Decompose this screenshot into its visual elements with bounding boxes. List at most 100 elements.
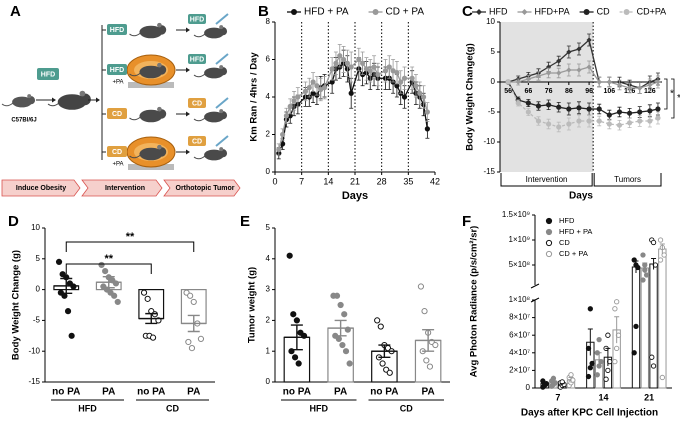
y-tick-label: -15 — [483, 167, 495, 176]
marker — [616, 122, 623, 128]
syringe — [215, 135, 229, 147]
significance-label: ** — [126, 231, 135, 243]
marker — [476, 9, 482, 15]
diet-label: HFD — [190, 56, 204, 63]
panel-label: C — [462, 3, 473, 20]
x-tick-label: 0 — [272, 176, 277, 186]
stage-label: Intervention — [105, 185, 145, 192]
panel-label: D — [8, 213, 19, 230]
marker — [382, 68, 389, 74]
mouse-head — [26, 96, 36, 105]
mouse-ear — [79, 90, 86, 97]
data-point — [291, 354, 299, 361]
data-point — [197, 335, 205, 342]
marker — [655, 106, 661, 112]
data-point — [286, 252, 293, 259]
x-axis-label: Days — [342, 190, 368, 202]
marker — [329, 79, 335, 85]
marker — [596, 79, 602, 85]
data-point — [649, 354, 655, 360]
data-point — [140, 289, 148, 296]
marker — [291, 9, 297, 15]
y-tick-label: 5 — [491, 47, 496, 56]
marker — [409, 75, 415, 81]
data-point — [293, 317, 300, 324]
y-tick-label: 1.5×10⁹ — [502, 210, 530, 219]
mouse-body — [204, 111, 224, 123]
mouse-body — [139, 147, 163, 161]
marker — [401, 94, 408, 100]
mouse-body — [204, 149, 224, 161]
marker — [566, 67, 572, 73]
x-tick-label: no PA — [52, 387, 80, 398]
data-point — [589, 360, 595, 367]
mouse-head — [156, 109, 167, 119]
x-tick-label: 7 — [555, 392, 560, 402]
y-tick-label: 1×10⁹ — [509, 235, 530, 244]
y-axis-label: Body Weight Change (g) — [11, 250, 22, 360]
marker — [535, 73, 542, 79]
syringe — [215, 53, 229, 65]
data-point — [550, 375, 557, 381]
significance-bracket — [65, 263, 152, 274]
arrow-head — [186, 67, 190, 73]
y-tick-label: 4 — [266, 92, 271, 101]
mouse-head — [156, 147, 167, 157]
marker — [348, 90, 354, 96]
marker — [525, 76, 531, 82]
data-point — [185, 338, 192, 346]
group-label: CD — [400, 403, 413, 413]
diet-box — [107, 24, 127, 35]
group-label: HFD — [310, 403, 329, 413]
marker — [655, 115, 661, 121]
x-tick-label: 14 — [323, 176, 333, 186]
marker — [535, 118, 542, 124]
diet-label: CD — [192, 100, 202, 107]
legend-label: HFD — [489, 6, 508, 16]
data-point — [149, 334, 157, 341]
arrow-head — [52, 97, 56, 103]
marker — [505, 79, 511, 85]
y-tick-label: 2×10⁷ — [509, 366, 530, 375]
error-bar — [596, 352, 602, 367]
marker — [583, 9, 590, 15]
marker — [314, 83, 320, 89]
data-point — [633, 323, 639, 330]
x-tick-label: PA — [102, 387, 115, 398]
x-axis-label: Days — [569, 191, 593, 202]
diet-box — [107, 108, 127, 119]
x-tick-label: 35 — [403, 176, 413, 186]
mouse-body — [139, 25, 163, 39]
legend-marker — [545, 239, 553, 247]
data-point — [386, 369, 393, 376]
mouse-tail — [1, 102, 14, 107]
marker — [340, 56, 347, 63]
x-tick-label: 21 — [644, 392, 654, 402]
bar — [649, 263, 658, 389]
x-tick-label: 86 — [565, 88, 573, 95]
y-tick-label: 4 — [266, 254, 271, 263]
mouse-head — [218, 67, 228, 76]
y-axis-label: Km Ran / 4hrs / Day — [249, 52, 260, 142]
data-point — [605, 367, 611, 374]
significance-bracket — [671, 78, 675, 119]
syringe — [215, 13, 229, 25]
x-tick-label: 28 — [377, 176, 387, 186]
marker — [356, 56, 362, 63]
panel-label: E — [240, 213, 250, 230]
marker — [398, 79, 404, 85]
diet-box — [37, 68, 59, 80]
data-point — [187, 292, 194, 299]
x-tick-label: no PA — [283, 387, 311, 398]
marker — [280, 131, 286, 138]
marker — [525, 100, 531, 106]
y-tick-label: 8×10⁷ — [509, 313, 530, 322]
y-tick-label: 10 — [31, 223, 40, 232]
marker — [606, 121, 612, 127]
axis-break — [530, 283, 540, 303]
legend-label: HFD+PA — [535, 6, 570, 16]
marker — [394, 70, 400, 76]
marker — [566, 121, 572, 127]
data-point — [423, 357, 430, 364]
significance-label: * — [677, 93, 680, 104]
